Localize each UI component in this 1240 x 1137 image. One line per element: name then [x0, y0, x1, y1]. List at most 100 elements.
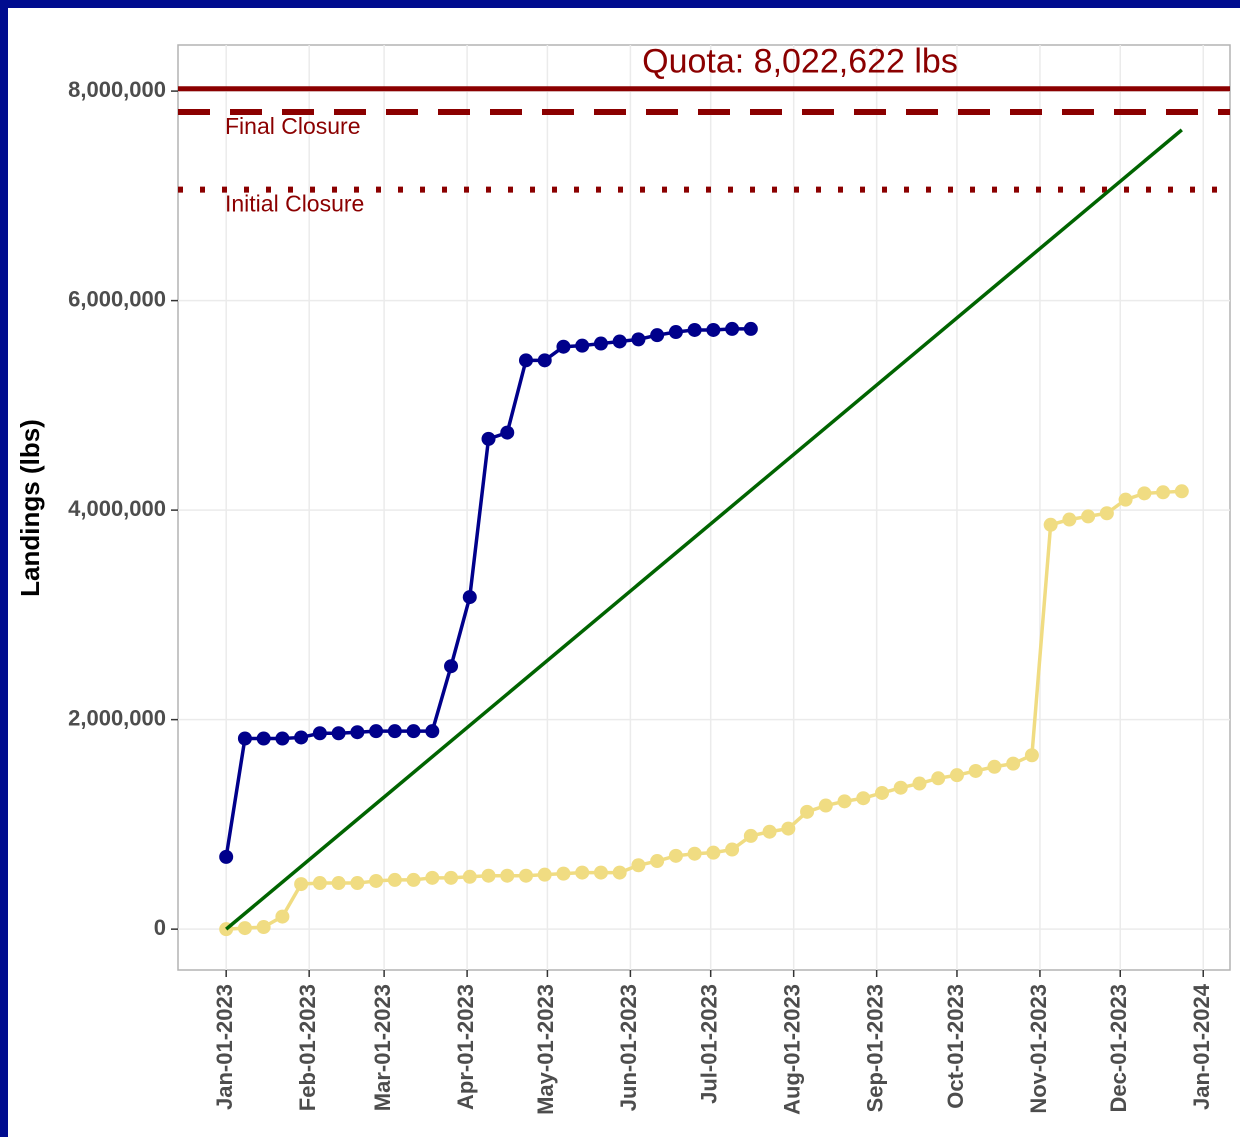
x-tick-label: Sep-01-2023 — [862, 984, 887, 1112]
data-point — [312, 726, 327, 741]
data-point — [743, 321, 758, 336]
data-point — [1137, 486, 1152, 501]
reference-label: Initial Closure — [225, 191, 364, 217]
data-point — [481, 431, 496, 446]
data-point — [537, 867, 552, 882]
data-point — [1174, 484, 1189, 499]
data-point — [219, 849, 234, 864]
data-point — [1081, 509, 1096, 524]
data-point — [612, 865, 627, 880]
x-tick-label: Jan-01-2023 — [212, 984, 237, 1110]
data-point — [1043, 517, 1058, 532]
data-point — [893, 780, 908, 795]
data-point — [593, 865, 608, 880]
data-point — [706, 845, 721, 860]
data-point — [256, 920, 271, 935]
data-point — [500, 425, 515, 440]
data-point — [856, 791, 871, 806]
data-point — [350, 876, 365, 891]
y-tick-label: 4,000,000 — [68, 496, 166, 521]
x-tick-label: May-01-2023 — [533, 984, 558, 1115]
reference-label: Quota: 8,022,622 lbs — [642, 43, 958, 81]
data-point — [668, 848, 683, 863]
data-point — [237, 731, 252, 746]
data-point — [1024, 748, 1039, 763]
data-point — [444, 870, 459, 885]
data-point — [312, 876, 327, 891]
x-tick-label: Oct-01-2023 — [943, 984, 968, 1109]
data-point — [837, 794, 852, 809]
data-point — [369, 873, 384, 888]
data-point — [500, 868, 515, 883]
data-point — [350, 725, 365, 740]
data-point — [275, 731, 290, 746]
data-point — [631, 858, 646, 873]
data-point — [725, 321, 740, 336]
data-point — [593, 336, 608, 351]
data-point — [762, 824, 777, 839]
data-point — [668, 325, 683, 340]
data-point — [931, 771, 946, 786]
data-point — [743, 828, 758, 843]
y-tick-label: 8,000,000 — [68, 77, 166, 102]
data-point — [875, 785, 890, 800]
data-point — [275, 909, 290, 924]
data-point — [968, 763, 983, 778]
x-tick-label: Apr-01-2023 — [453, 984, 478, 1110]
data-point — [706, 322, 721, 337]
data-point — [331, 726, 346, 741]
data-point — [537, 353, 552, 368]
x-tick-label: Jun-01-2023 — [616, 984, 641, 1111]
data-point — [237, 921, 252, 936]
data-point — [687, 322, 702, 337]
data-point — [1062, 512, 1077, 527]
x-tick-label: Mar-01-2023 — [370, 984, 395, 1111]
x-tick-label: Aug-01-2023 — [779, 984, 804, 1115]
data-point — [462, 869, 477, 884]
y-tick-label: 2,000,000 — [68, 705, 166, 730]
data-point — [294, 730, 309, 745]
x-tick-label: Jul-01-2023 — [697, 984, 722, 1104]
data-point — [575, 865, 590, 880]
data-point — [369, 724, 384, 739]
data-point — [687, 846, 702, 861]
x-tick-label: Jan-01-2024 — [1189, 983, 1214, 1110]
data-point — [256, 731, 271, 746]
data-point — [425, 724, 440, 739]
data-point — [425, 870, 440, 885]
data-point — [556, 339, 571, 354]
data-point — [444, 659, 459, 674]
reference-label: Final Closure — [225, 113, 361, 139]
data-point — [912, 776, 927, 791]
data-point — [781, 821, 796, 836]
data-point — [406, 724, 421, 739]
data-point — [1156, 485, 1171, 500]
x-tick-label: Feb-01-2023 — [295, 984, 320, 1111]
data-point — [1099, 506, 1114, 521]
data-point — [518, 353, 533, 368]
data-point — [612, 334, 627, 349]
data-point — [949, 768, 964, 783]
data-point — [481, 868, 496, 883]
data-point — [294, 877, 309, 892]
data-point — [518, 868, 533, 883]
data-point — [800, 804, 815, 819]
data-point — [387, 724, 402, 739]
y-tick-label: 6,000,000 — [68, 286, 166, 311]
data-line — [225, 128, 1183, 931]
data-point — [818, 798, 833, 813]
data-point — [987, 759, 1002, 774]
y-tick-label: 0 — [154, 915, 166, 940]
data-point — [650, 328, 665, 343]
data-line — [226, 489, 1182, 931]
data-point — [575, 338, 590, 353]
data-point — [331, 876, 346, 891]
data-point — [725, 842, 740, 857]
data-point — [556, 866, 571, 881]
data-point — [631, 332, 646, 347]
x-tick-label: Nov-01-2023 — [1026, 984, 1051, 1114]
data-point — [1006, 756, 1021, 771]
data-point — [462, 590, 477, 605]
